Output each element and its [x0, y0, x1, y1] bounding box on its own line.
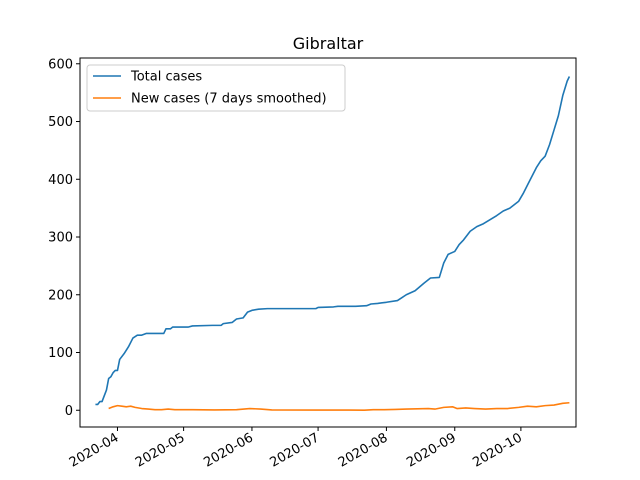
x-tick-label: 2020-08	[336, 430, 391, 470]
y-tick-label: 200	[48, 288, 73, 303]
y-tick-label: 100	[48, 346, 73, 361]
series-line-total-cases	[95, 76, 571, 406]
x-tick-label: 2020-04	[67, 430, 122, 470]
series-line-new-cases	[108, 401, 570, 411]
x-axis: 2020-04 2020-05 2020-06 2020-07 2020-08 2020-…	[67, 427, 525, 471]
y-tick-label: 0	[65, 404, 73, 419]
legend-label: Total cases	[130, 70, 202, 85]
legend: Total cases New cases (7 days smoothed)	[86, 64, 346, 112]
legend-label: New cases (7 days smoothed)	[131, 92, 327, 107]
y-tick-label: 500	[48, 115, 73, 130]
plot-frame	[79, 57, 577, 428]
y-tick-label: 600	[48, 57, 73, 72]
x-tick-label: 2020-05	[133, 430, 188, 470]
x-tick-label: 2020-06	[201, 430, 256, 470]
chart-title: Gibraltar	[293, 34, 364, 53]
x-tick-label: 2020-09	[404, 430, 459, 470]
y-tick-label: 300	[48, 231, 73, 246]
series-layer	[95, 76, 571, 411]
x-tick-label: 2020-10	[470, 430, 525, 470]
y-tick-label: 400	[48, 173, 73, 188]
legend-box	[86, 64, 346, 112]
x-tick-label: 2020-07	[268, 430, 323, 470]
y-axis: 0 100 200 300 400 500 600	[48, 57, 80, 419]
